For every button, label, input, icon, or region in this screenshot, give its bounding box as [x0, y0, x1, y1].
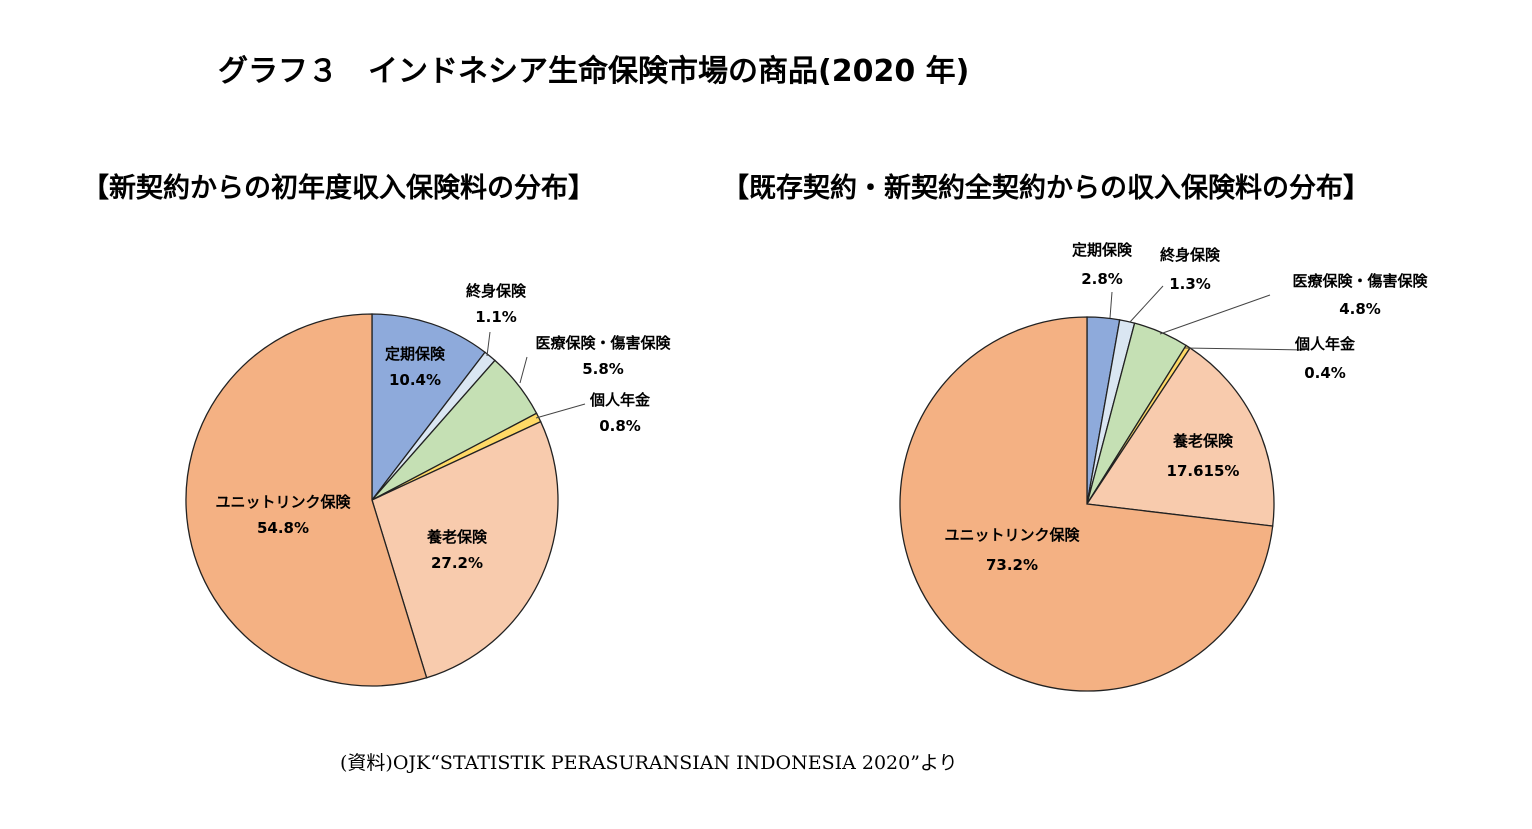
main-title: グラフ３ インドネシア生命保険市場の商品(2020 年) [218, 54, 970, 89]
pie1-label-whole-life: 終身保険 [466, 282, 527, 300]
pie1-value-endowment: 27.2% [431, 554, 483, 572]
pie1-value-term: 10.4% [389, 371, 441, 389]
pie2-value-whole-life: 1.3% [1169, 275, 1211, 293]
pie2-label-endowment: 養老保険 [1172, 432, 1234, 450]
pie2-value-endowment: 17.615% [1167, 462, 1240, 480]
pie2-leader-annuity [1184, 347, 1306, 351]
source-note: (資料)OJK“STATISTIK PERASURANSIAN INDONESI… [340, 752, 958, 774]
pie1-leader-medical [519, 356, 528, 384]
pie1-label-term: 定期保険 [385, 345, 446, 363]
pie2-leader-term [1109, 291, 1113, 319]
pie-chart-2: 定期保険 2.8% 終身保険 1.3% 医療保険・傷害保険 4.8% 個人年金 0.4% 養老保… [899, 241, 1428, 692]
pie2-value-unit-link: 73.2% [986, 556, 1038, 574]
pie-chart-1: 定期保険 10.4% 終身保険 1.1% 医療保険・傷害保険 5.8% 個人年金 0.8% 養老… [185, 282, 671, 687]
pie1-value-unit-link: 54.8% [257, 519, 309, 537]
pie2-slice-endowment [1085, 347, 1275, 527]
pie1-slice-endowment [371, 420, 559, 679]
pie1-leader-whole-life [486, 331, 491, 357]
pie1-slice-term [371, 313, 486, 502]
pie2-label-annuity: 個人年金 [1294, 335, 1356, 353]
pie1-slice-unit-link [185, 313, 428, 687]
pie1-leader-annuity [535, 403, 586, 419]
pie1-label-medical: 医療保険・傷害保険 [535, 334, 671, 352]
pie2-label-medical: 医療保険・傷害保険 [1292, 272, 1428, 290]
pie1-label-annuity: 個人年金 [589, 391, 651, 409]
pie1-value-medical: 5.8% [582, 360, 624, 378]
pie1-label-unit-link: ユニットリンク保険 [215, 493, 351, 511]
pie2-value-annuity: 0.4% [1304, 364, 1346, 382]
chart2-title: 【既存契約・新契約全契約からの収入保険料の分布】 [722, 173, 1370, 204]
pie2-value-medical: 4.8% [1339, 300, 1381, 318]
pie2-label-unit-link: ユニットリンク保険 [944, 526, 1080, 544]
pie2-leader-whole-life [1129, 285, 1164, 323]
chart1-title: 【新契約からの初年度収入保険料の分布】 [82, 173, 595, 204]
pie2-value-term: 2.8% [1081, 270, 1123, 288]
pie1-value-annuity: 0.8% [599, 417, 641, 435]
pie2-label-term: 定期保険 [1072, 241, 1133, 259]
pie1-value-whole-life: 1.1% [475, 308, 517, 326]
pie2-leader-medical [1159, 294, 1271, 335]
pie1-label-endowment: 養老保険 [426, 528, 488, 546]
pie2-slice-unit-link [899, 316, 1274, 692]
pie2-label-whole-life: 終身保険 [1160, 246, 1221, 264]
